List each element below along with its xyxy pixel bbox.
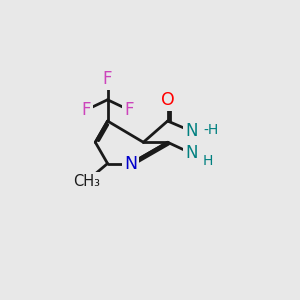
Text: F: F [124, 101, 134, 119]
Text: N: N [185, 122, 198, 140]
Text: -H: -H [203, 124, 219, 137]
Text: F: F [103, 70, 112, 88]
Text: F: F [82, 101, 91, 119]
Text: CH₃: CH₃ [73, 174, 100, 189]
Text: O: O [161, 91, 175, 109]
Text: H: H [202, 154, 213, 168]
Text: N: N [124, 154, 137, 172]
Text: N: N [185, 144, 198, 162]
